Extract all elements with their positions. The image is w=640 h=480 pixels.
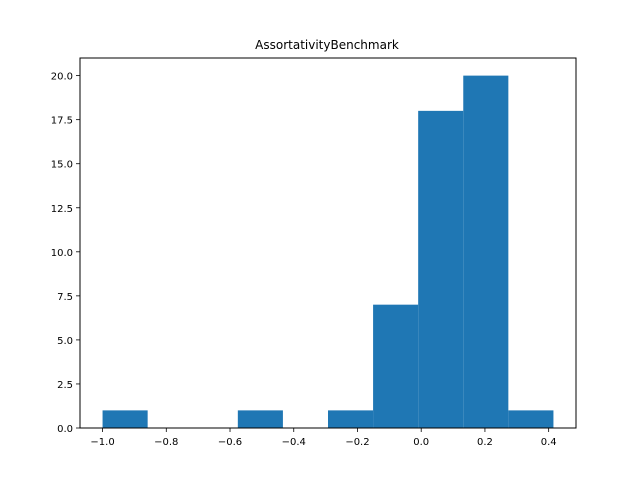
histogram-bar bbox=[463, 75, 509, 428]
x-tick-label: −0.6 bbox=[218, 437, 242, 448]
y-axis-ticks: 0.0 2.5 5.0 7.5 10.0 12.5 15.0 17.5 20.0 bbox=[51, 72, 80, 435]
histogram-bar bbox=[237, 410, 283, 428]
y-tick-label: 17.5 bbox=[51, 116, 73, 127]
chart-title: AssortativityBenchmark bbox=[255, 38, 399, 52]
x-axis-ticks: −1.0 −0.8 −0.6 −0.4 −0.2 0.0 0.2 0.4 bbox=[90, 428, 557, 448]
x-tick-label: −0.4 bbox=[282, 437, 306, 448]
y-tick-label: 10.0 bbox=[51, 248, 73, 259]
y-tick-label: 20.0 bbox=[51, 72, 73, 83]
histogram-bar bbox=[373, 304, 419, 428]
histogram-bar bbox=[418, 110, 464, 428]
x-tick-label: −0.2 bbox=[345, 437, 369, 448]
y-tick-label: 5.0 bbox=[57, 336, 73, 347]
x-tick-label: 0.4 bbox=[541, 437, 557, 448]
x-tick-label: 0.0 bbox=[413, 437, 429, 448]
bars-group bbox=[102, 75, 554, 428]
y-tick-label: 15.0 bbox=[51, 160, 73, 171]
plot-frame bbox=[79, 57, 577, 429]
histogram-bar bbox=[328, 410, 374, 428]
x-tick-label: 0.2 bbox=[477, 437, 493, 448]
y-tick-label: 12.5 bbox=[51, 204, 73, 215]
x-tick-label: −1.0 bbox=[90, 437, 114, 448]
y-tick-label: 0.0 bbox=[57, 424, 73, 435]
y-tick-label: 7.5 bbox=[57, 292, 73, 303]
histogram-bar bbox=[102, 410, 148, 428]
x-tick-label: −0.8 bbox=[154, 437, 178, 448]
y-tick-label: 2.5 bbox=[57, 380, 73, 391]
histogram-bar bbox=[508, 410, 554, 428]
